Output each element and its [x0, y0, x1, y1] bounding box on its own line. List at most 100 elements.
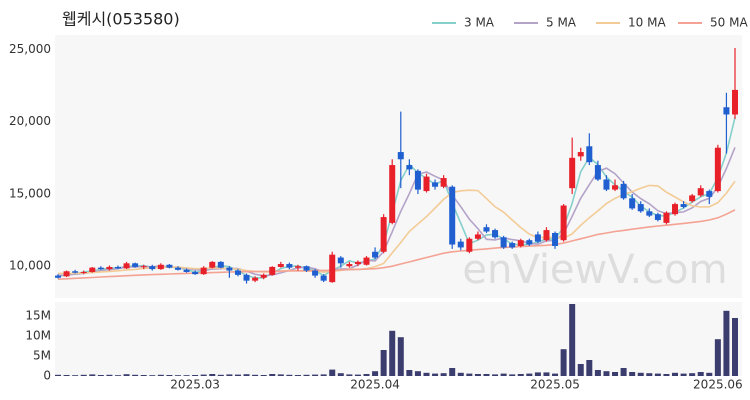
volume-bar — [277, 374, 284, 376]
volume-bar — [569, 304, 576, 376]
volume-bar — [234, 374, 241, 376]
volume-bar — [560, 349, 567, 376]
volume-bar — [509, 374, 516, 376]
candle-body — [457, 241, 464, 248]
volume-bar — [226, 374, 233, 376]
volume-bar — [106, 374, 113, 376]
volume-tick-label: 10M — [25, 329, 51, 343]
candle-body — [252, 277, 259, 281]
candle-body — [414, 170, 421, 190]
volume-bar — [372, 371, 379, 376]
volume-bar — [286, 374, 293, 376]
candle-body — [500, 237, 507, 248]
candle-body — [123, 263, 130, 269]
chart-title: 웹케시(053580) — [62, 10, 180, 29]
candle-body — [234, 270, 241, 275]
watermark: enViewV.com — [462, 247, 727, 293]
volume-bar — [466, 373, 473, 376]
candle-body — [560, 205, 567, 241]
candle-body — [612, 185, 619, 190]
volume-bar — [629, 372, 636, 376]
candle-body — [714, 147, 721, 192]
candle-body — [97, 267, 104, 270]
volume-bar — [63, 375, 70, 376]
candle-body — [260, 274, 267, 278]
candle-body — [106, 266, 113, 270]
volume-bar — [457, 372, 464, 376]
candle-body — [663, 212, 670, 223]
candle-body — [209, 261, 216, 268]
candle-body — [654, 214, 661, 220]
candle-body — [363, 257, 370, 265]
volume-bar — [140, 375, 147, 376]
candle-body — [157, 264, 164, 270]
candle-body — [552, 232, 559, 246]
x-tick-label: 2025.05 — [530, 378, 580, 392]
volume-bar — [586, 360, 593, 376]
candle-body — [397, 152, 404, 160]
volume-bar — [97, 375, 104, 376]
x-tick-label: 2025.06 — [693, 378, 743, 392]
volume-bar — [423, 372, 430, 376]
candle-body — [55, 275, 61, 278]
candle-body — [294, 266, 301, 268]
volume-tick-label: 5M — [33, 349, 51, 363]
volume-tick-label: 15M — [25, 309, 51, 323]
candle-body — [303, 266, 310, 271]
candle-body — [689, 195, 696, 202]
volume-bar — [380, 350, 387, 376]
volume-bar — [714, 339, 721, 376]
candle-body — [63, 271, 70, 277]
volume-bar — [672, 372, 679, 376]
volume-bar — [432, 373, 439, 376]
volume-bar — [123, 374, 130, 376]
volume-bar — [492, 374, 499, 376]
candle-body — [312, 270, 319, 276]
volume-bar — [217, 374, 224, 376]
x-tick-label: 2025.04 — [350, 378, 400, 392]
volume-bar — [55, 374, 61, 376]
volume-bar — [414, 371, 421, 376]
candle-body — [346, 264, 353, 267]
volume-bar — [594, 370, 601, 376]
candle-body — [723, 107, 730, 115]
candle-body — [534, 234, 541, 242]
volume-bar — [637, 372, 644, 376]
candle-body — [286, 264, 293, 268]
volume-bar — [680, 373, 687, 376]
volume-bar — [209, 374, 216, 376]
volume-bar — [149, 375, 156, 376]
volume-bar — [654, 373, 661, 376]
candle-body — [174, 267, 181, 270]
volume-bar — [663, 374, 670, 376]
volume-bar — [389, 330, 396, 376]
candle-body — [594, 165, 601, 180]
candle-body — [646, 211, 653, 216]
candle-body — [183, 269, 190, 272]
volume-bar — [483, 374, 490, 376]
candle-body — [337, 257, 344, 264]
volume-bar — [534, 372, 541, 376]
candle-body — [706, 191, 713, 197]
candle-body — [732, 89, 738, 115]
candle-body — [149, 266, 156, 270]
volume-bar — [500, 373, 507, 376]
candle-body — [440, 178, 447, 187]
volume-bar — [689, 373, 696, 376]
candle-body — [192, 271, 199, 275]
volume-bar — [252, 374, 259, 376]
candle-body — [577, 152, 584, 157]
candle-body — [449, 186, 456, 245]
candle-body — [277, 264, 284, 267]
volume-bar — [346, 374, 353, 376]
candle-body — [483, 227, 490, 232]
candle-body — [432, 182, 439, 187]
legend-label: 5 MA — [546, 16, 577, 30]
volume-bar — [157, 374, 164, 376]
candle-body — [680, 204, 687, 207]
candle-body — [543, 230, 550, 241]
legend-label: 3 MA — [464, 16, 495, 30]
volume-bar — [517, 374, 524, 376]
candle-body — [406, 165, 413, 170]
candle-body — [200, 267, 207, 275]
